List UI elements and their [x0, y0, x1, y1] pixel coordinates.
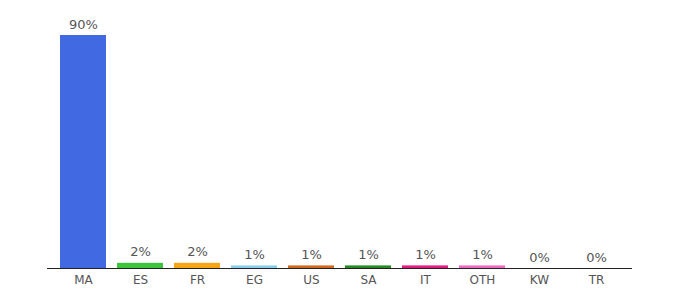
svg-text:2%: 2%	[130, 244, 151, 259]
svg-text:IT: IT	[420, 273, 432, 287]
svg-text:FR: FR	[190, 273, 205, 287]
svg-text:TR: TR	[588, 273, 605, 287]
svg-text:90%: 90%	[69, 17, 98, 32]
svg-text:0%: 0%	[586, 250, 607, 265]
svg-text:US: US	[303, 273, 319, 287]
svg-text:ES: ES	[133, 273, 148, 287]
svg-text:EG: EG	[246, 273, 263, 287]
svg-text:1%: 1%	[301, 247, 322, 262]
svg-text:1%: 1%	[415, 247, 436, 262]
svg-text:1%: 1%	[472, 247, 493, 262]
svg-text:0%: 0%	[529, 250, 550, 265]
svg-text:2%: 2%	[187, 244, 208, 259]
svg-text:1%: 1%	[358, 247, 379, 262]
svg-text:1%: 1%	[244, 247, 265, 262]
svg-text:SA: SA	[360, 273, 377, 287]
svg-text:OTH: OTH	[470, 273, 496, 287]
svg-text:MA: MA	[74, 273, 93, 287]
svg-text:KW: KW	[530, 273, 549, 287]
